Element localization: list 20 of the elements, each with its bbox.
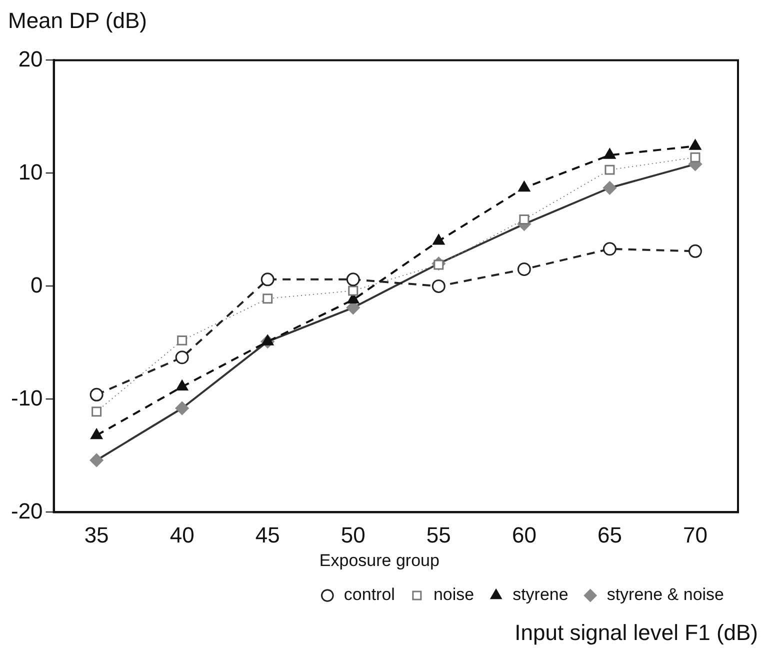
x-axis-title: Input signal level F1 (dB) [514,620,758,646]
y-tick-label: 10 [18,159,43,184]
legend-title: Exposure group [319,550,440,570]
x-tick-label: 40 [170,522,194,548]
legend-label: styrene & noise [606,585,724,604]
y-tick-label: -20 [11,498,43,524]
legend-label: control [344,585,395,604]
x-tick-label: 60 [512,522,536,548]
x-tick-label: 70 [682,522,708,548]
y-axis-title: Mean DP (dB) [8,8,147,34]
y-tick-label: -10 [11,385,43,410]
legend-label: styrene [512,585,568,604]
y-tick-label: 20 [18,46,43,72]
x-tick-label: 45 [255,522,280,548]
x-tick-label: 35 [84,522,109,548]
x-tick-label: 55 [426,522,451,548]
x-tick-label: 50 [340,522,366,548]
legend-label: noise [433,585,474,604]
y-tick-label: 0 [30,272,43,298]
x-tick-label: 65 [597,522,622,548]
